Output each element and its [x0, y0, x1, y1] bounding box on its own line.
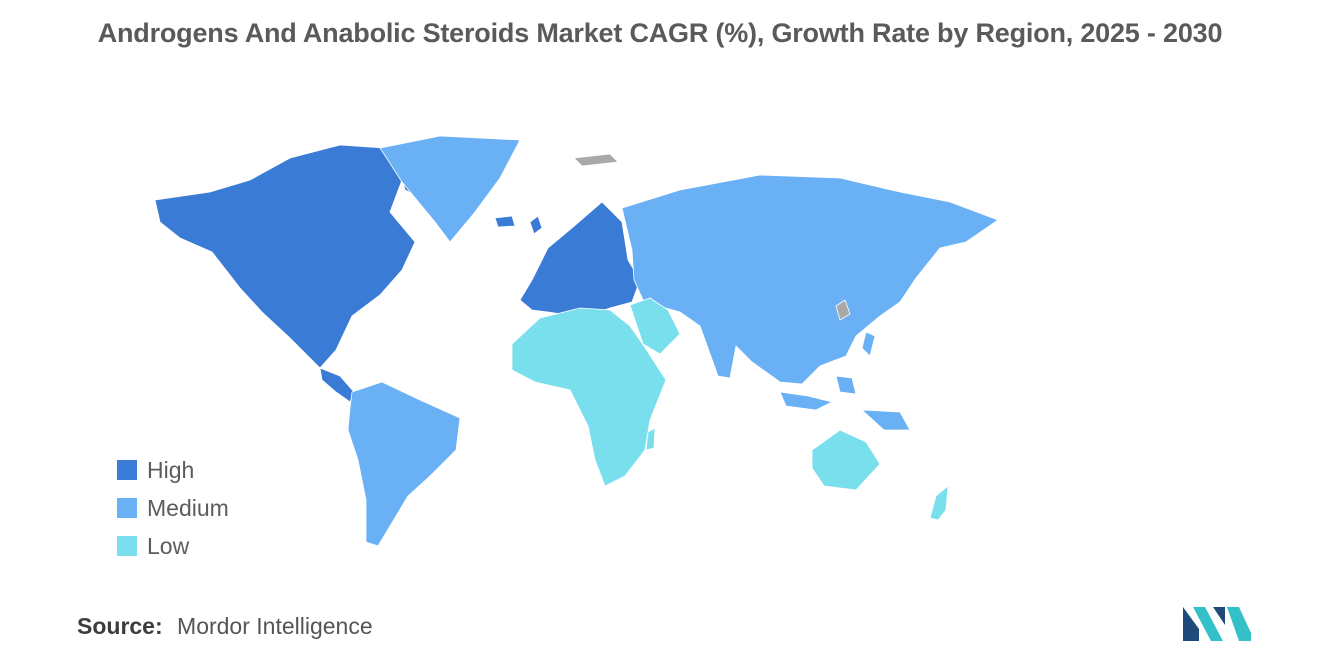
legend-item-high: High: [117, 451, 229, 489]
source-value: Mordor Intelligence: [177, 613, 373, 639]
source-label: Source:: [77, 613, 163, 639]
world-map: [140, 130, 1020, 560]
region-middle-east-africa: [511, 297, 949, 521]
mordor-intelligence-logo-icon: [1183, 603, 1251, 641]
logo-shape-mid-right: [1213, 607, 1225, 625]
legend-swatch-high: [117, 460, 137, 480]
legend-label-medium: Medium: [147, 494, 229, 521]
region-north-america: [154, 144, 441, 403]
logo-shape-mid: [1193, 607, 1223, 641]
legend-label-high: High: [147, 456, 195, 483]
legend-swatch-low: [117, 536, 137, 556]
legend-label-low: Low: [147, 532, 190, 559]
logo-shape-right: [1227, 607, 1251, 641]
chart-title: Androgens And Anabolic Steroids Market C…: [97, 18, 1223, 48]
region-no-data: [573, 153, 851, 321]
region-south-america: [347, 381, 461, 547]
legend-item-medium: Medium: [117, 489, 229, 527]
legend-swatch-medium: [117, 498, 137, 518]
region-asia: [621, 174, 999, 431]
source-line: Source: Mordor Intelligence: [77, 613, 373, 640]
region-europe: [494, 201, 641, 317]
map-legend: High Medium Low: [117, 451, 229, 565]
logo-shape-left: [1183, 607, 1199, 641]
legend-item-low: Low: [117, 527, 229, 565]
region-greenland: [379, 135, 521, 243]
